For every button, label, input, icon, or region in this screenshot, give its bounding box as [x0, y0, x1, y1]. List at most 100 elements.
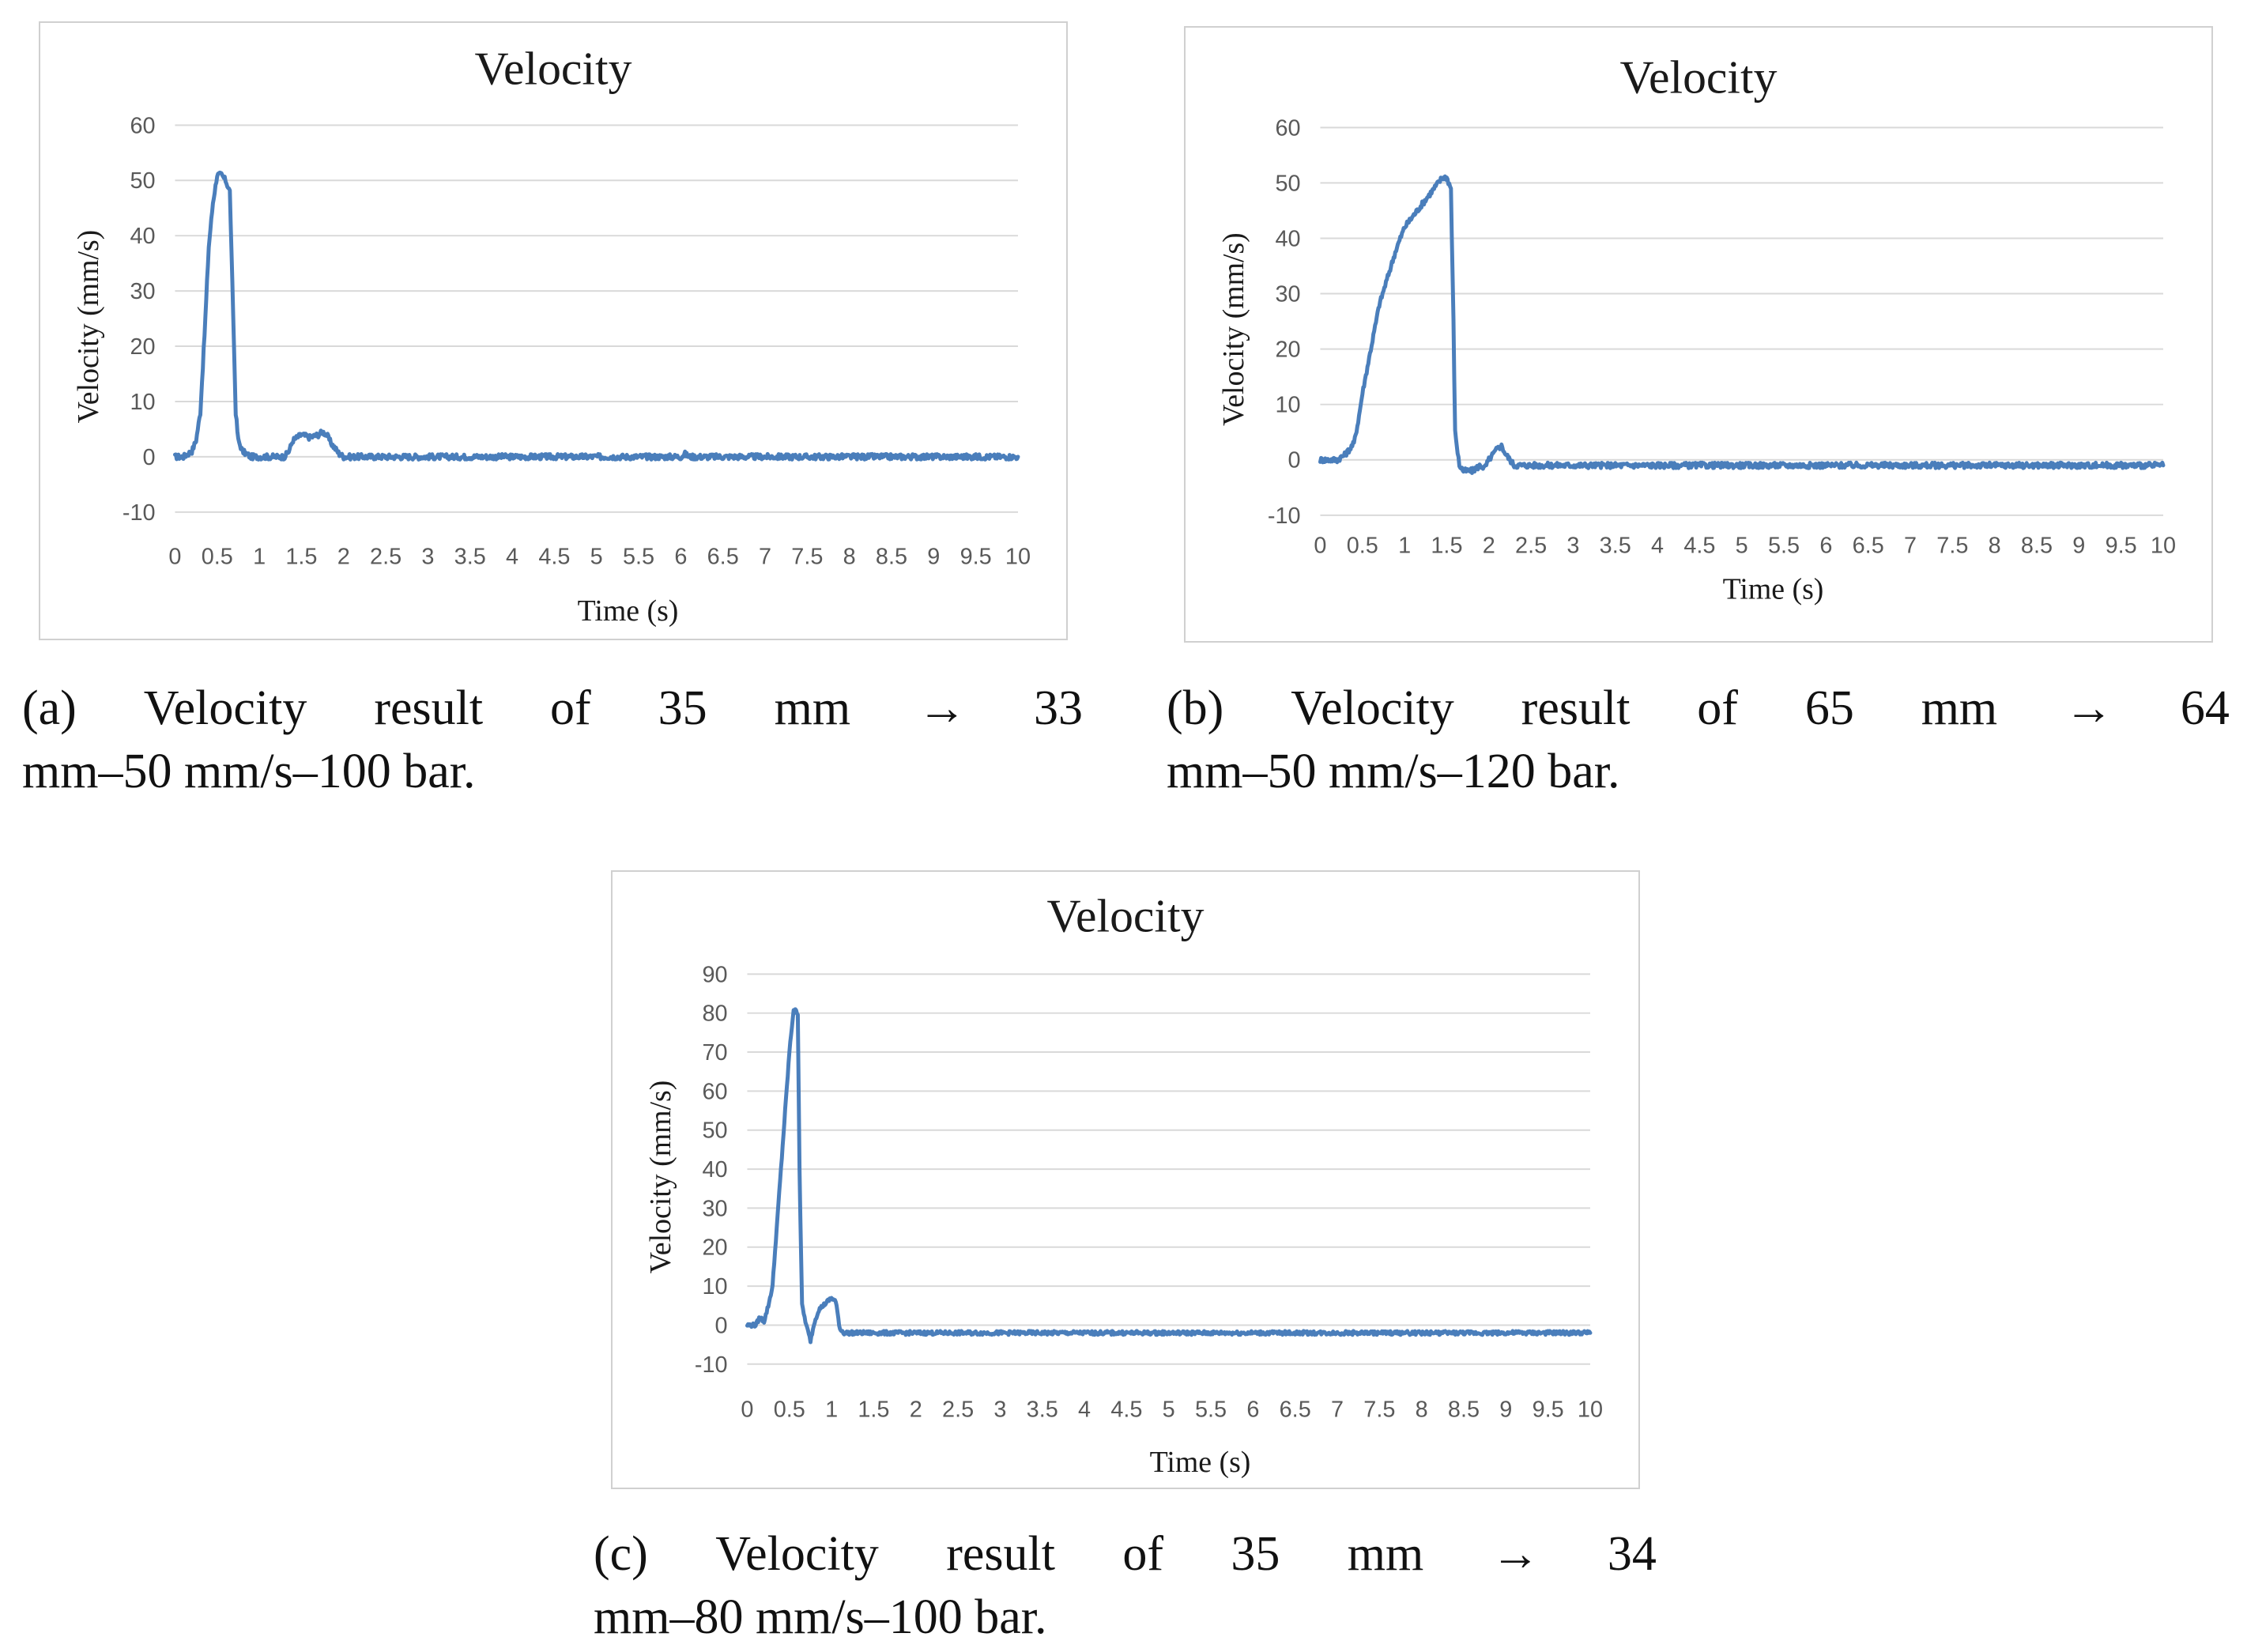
x-tick-label: 1	[1398, 534, 1411, 559]
caption-b-line2: mm–50 mm/s–120 bar.	[1167, 745, 1620, 798]
series-line	[1318, 174, 2166, 475]
x-tick-label: 4	[1078, 1397, 1091, 1422]
x-tick-label: 10	[2151, 534, 2176, 559]
y-tick-label: 50	[130, 168, 155, 194]
x-tick-label: 8	[1989, 534, 2001, 559]
caption-word: (c)	[594, 1527, 648, 1581]
y-tick-label: 60	[130, 113, 155, 138]
x-tick-label: 6.5	[1853, 534, 1884, 559]
chart-svg: Velocity -10 0 10 20 30 40 50 60 0 0.5 1 1.5 2 2.5 3 3.5…	[72, 43, 1031, 628]
x-tick-label: 5	[1736, 534, 1748, 559]
x-tick-label: 5.5	[623, 544, 654, 569]
x-tick-label: 7	[759, 544, 771, 569]
x-axis-title: Time (s)	[578, 594, 679, 628]
y-tick-label: 0	[715, 1313, 728, 1338]
x-tick-label: 5.5	[1195, 1397, 1227, 1422]
caption-word: 34	[1607, 1527, 1657, 1581]
caption-word: 33	[1033, 681, 1083, 735]
y-tick-label: 20	[130, 334, 155, 360]
x-tick-label: 0	[1314, 534, 1326, 559]
caption-word: of	[1122, 1527, 1163, 1581]
caption-c-line1: (c) Velocity result of 35 mm → 34	[594, 1522, 1657, 1586]
caption-word: mm	[1921, 681, 1998, 735]
x-tick-label: 0	[741, 1397, 753, 1422]
caption-word: Velocity	[1291, 681, 1454, 735]
x-tick-label: 2.5	[942, 1397, 974, 1422]
y-tick-label: 10	[702, 1274, 727, 1299]
series-line	[745, 1007, 1593, 1345]
caption-word: of	[550, 681, 591, 735]
x-tick-label: 9	[1499, 1397, 1512, 1422]
y-axis-title: Velocity (mm/s)	[72, 230, 105, 424]
chart-a: Velocity -10 0 10 20 30 40 50 60 0 0.5 1 1.5 2 2.5 3 3.5…	[39, 21, 1068, 640]
caption-word: 65	[1804, 681, 1854, 735]
x-tick-label: 6	[674, 544, 687, 569]
y-tick-label: 30	[1276, 281, 1301, 307]
caption-word: result	[946, 1527, 1055, 1581]
y-tick-label: 40	[1276, 226, 1301, 251]
x-axis-title: Time (s)	[1723, 572, 1824, 605]
caption-word: result	[374, 681, 484, 735]
x-tick-label: 10	[1005, 544, 1031, 569]
chart-title: Velocity	[1047, 890, 1205, 942]
x-tick-label: 4.5	[1110, 1397, 1142, 1422]
caption-word: (a)	[22, 681, 77, 735]
y-tick-label: 60	[702, 1079, 727, 1104]
y-tick-label: -10	[123, 500, 156, 526]
chart-b: Velocity -10 0 10 20 30 40 50 60 0 0.5 1 1.5 2 2.5 3 3.5…	[1184, 26, 2213, 643]
y-tick-label: 70	[702, 1040, 727, 1066]
caption-word: 64	[2180, 681, 2230, 735]
x-tick-label: 3	[1566, 534, 1579, 559]
x-tick-label: 1.5	[1431, 534, 1462, 559]
x-tick-label: 6.5	[707, 544, 739, 569]
x-tick-label: 9.5	[960, 544, 992, 569]
x-tick-label: 6	[1246, 1397, 1259, 1422]
y-tick-label: 40	[702, 1157, 727, 1182]
y-tick-label: -10	[695, 1352, 728, 1378]
x-tick-label: 2	[1483, 534, 1495, 559]
x-tick-label: 1	[253, 544, 266, 569]
y-tick-label: 0	[1288, 448, 1301, 473]
y-tick-label: 20	[702, 1235, 727, 1261]
x-tick-label: 2.5	[1515, 534, 1547, 559]
x-tick-label: 7.5	[791, 544, 823, 569]
y-tick-label: 10	[130, 390, 155, 415]
x-tick-label: 7	[1331, 1397, 1344, 1422]
caption-word: of	[1697, 681, 1738, 735]
x-tick-label: 2.5	[370, 544, 402, 569]
x-tick-label: 7.5	[1936, 534, 1968, 559]
x-tick-label: 6	[1819, 534, 1832, 559]
caption-word: result	[1521, 681, 1631, 735]
caption-word: →	[2064, 681, 2114, 735]
x-tick-label: 9.5	[1533, 1397, 1564, 1422]
y-tick-label: 30	[702, 1196, 727, 1221]
series-line	[172, 170, 1020, 462]
x-tick-label: 3	[421, 544, 434, 569]
x-tick-label: 6.5	[1280, 1397, 1311, 1422]
x-tick-label: 3.5	[1600, 534, 1631, 559]
caption-b: (b) Velocity result of 65 mm → 64 mm–50 …	[1167, 677, 2230, 803]
caption-a-line2: mm–50 mm/s–100 bar.	[22, 745, 476, 798]
y-tick-label: 10	[1276, 393, 1301, 418]
x-tick-label: 0	[168, 544, 181, 569]
x-tick-label: 9	[927, 544, 940, 569]
caption-word: Velocity	[715, 1527, 879, 1581]
caption-word: 35	[1231, 1527, 1280, 1581]
y-tick-label: -10	[1268, 504, 1301, 529]
x-tick-label: 10	[1578, 1397, 1603, 1422]
x-tick-label: 0.5	[1347, 534, 1378, 559]
x-tick-label: 4	[506, 544, 518, 569]
x-tick-label: 0.5	[774, 1397, 805, 1422]
caption-a: (a) Velocity result of 35 mm → 33 mm–50 …	[22, 677, 1083, 803]
x-tick-label: 5	[1163, 1397, 1175, 1422]
chart-title: Velocity	[475, 43, 632, 95]
chart-svg: Velocity -10 0 10 20 30 40 50 60 0 0.5 1 1.5 2 2.5 3 3.5…	[1217, 51, 2176, 606]
x-tick-label: 8.5	[1448, 1397, 1480, 1422]
x-tick-label: 7.5	[1363, 1397, 1395, 1422]
x-tick-label: 4	[1651, 534, 1664, 559]
x-axis-title: Time (s)	[1150, 1446, 1251, 1479]
chart-title: Velocity	[1620, 51, 1778, 104]
x-tick-label: 3	[993, 1397, 1006, 1422]
x-tick-label: 9.5	[2106, 534, 2137, 559]
y-tick-label: 50	[1276, 171, 1301, 196]
